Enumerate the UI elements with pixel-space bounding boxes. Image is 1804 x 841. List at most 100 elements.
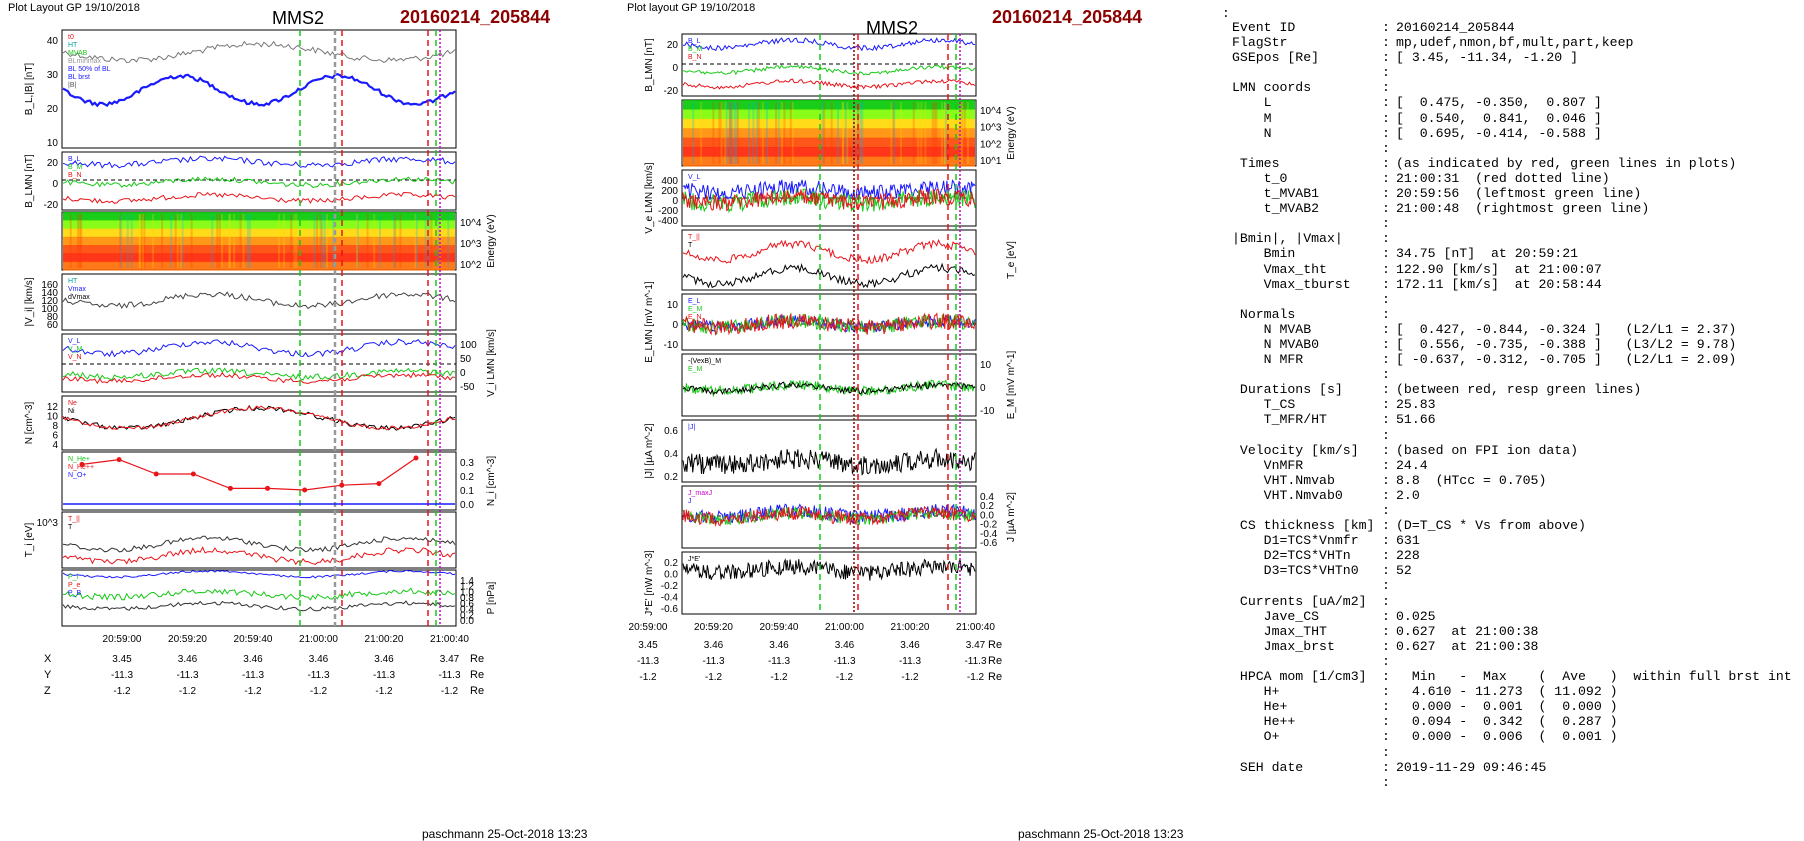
tick-label: 10 [980,360,992,371]
spectrogram-streak [218,214,221,268]
tick-label: 4 [52,440,58,451]
time-tick-label: 20:59:20 [168,634,207,645]
summary-key: D2=TCS*VHTn [1232,548,1351,564]
summary-line: D3=TCS*VHTn0:52 [1232,563,1792,578]
tick-label: 10^2 [980,139,1002,150]
panel-frame [681,419,977,483]
summary-colon: : [1382,608,1390,624]
summary-value: [ 0.695, -0.414, -0.588 ] [1396,125,1602,141]
summary-colon: : [1382,20,1390,35]
series-trace [62,546,456,566]
tick-label: 0.2 [460,610,474,621]
coord-unit: Re [988,639,1002,651]
summary-key: D3=TCS*VHTn0 [1232,563,1359,579]
tick-label: 0.8 [460,593,474,604]
tick-label: 0 [672,196,678,207]
spectrogram-streak [139,214,142,268]
summary-key: t_0 [1232,170,1288,186]
summary-value: [ 0.556, -0.735, -0.388 ] (L3/L2 = 9.78) [1396,336,1737,352]
summary-line: : [1232,428,1792,443]
time-tick-label: 20:59:20 [694,622,733,633]
summary-line: VnMFR:24.4 [1232,458,1792,473]
coord-value: 3.46 [769,640,789,651]
summary-key: N [1232,125,1272,141]
spectrogram-streak [944,102,947,164]
spectrogram-streak [830,102,833,164]
summary-line: : [1232,141,1792,156]
spectrogram-streak [775,102,778,164]
spectrogram-streak [712,102,715,164]
summary-colon: : [1382,201,1390,217]
tick-label: 400 [661,176,678,187]
spectrogram-streak [170,214,173,268]
summary-key: Currents [uA/m2] [1232,593,1367,609]
summary-colon: : [1382,336,1390,352]
summary-key [1232,654,1382,669]
series-trace [682,64,976,76]
summary-key: |Bmin|, |Vmax| [1232,231,1343,247]
series-trace [682,503,976,524]
tick-label: 100 [41,304,58,315]
left-plot-title: MMS2 [272,8,325,28]
coord-value: -1.2 [244,686,262,697]
summary-value: 34.75 [nT] at 20:59:21 [1396,246,1579,262]
series-trace [62,155,456,169]
spectrogram-streak [228,214,231,268]
coord-value: -11.3 [833,656,855,667]
summary-value: 0.627 at 21:00:38 [1396,623,1539,639]
summary-colon: : [1382,774,1390,790]
axis-label: |V_i| [km/s] [24,277,35,326]
spectrogram-streak [366,214,369,268]
time-tick-label: 21:00:40 [956,622,995,633]
tick-label: 60 [47,320,59,331]
he-plus-plus-point [302,487,308,493]
summary-colon: : [1382,684,1390,700]
tick-label: 10^3 [460,239,482,250]
summary-value: (based on FPI ion data) [1396,442,1579,458]
coord-value: 3.46 [704,640,724,651]
summary-colon: : [1382,729,1390,745]
axis-label: J*E' [nW m^-3] [644,550,655,616]
spectrogram-streak [920,102,923,164]
tick-label: -10 [664,340,679,351]
right-panel-4: T_e [eV] T_||T [681,229,1017,291]
coord-value: 3.47 [966,640,986,651]
tick-label: 40 [47,36,59,47]
spectrogram-streak [77,214,80,268]
summary-line: Durations [s]: (between red, resp green l… [1232,382,1792,397]
summary-line: Vmax_tburst:172.11 [km/s] at 20:58:44 [1232,277,1792,292]
summary-line: VHT.Nmvab0:2.0 [1232,488,1792,503]
spectrogram-streak [846,102,849,164]
spectrogram-streak [325,214,328,268]
summary-value: (D=T_CS * Vs from above) [1396,518,1586,534]
spectrogram-streak [393,214,396,268]
time-tick-label: 20:59:40 [760,622,799,633]
right-panel-1: 20 0 -20 B_LMN [nT] B_LB_MB_N [644,33,977,97]
spectrogram-streak [777,102,780,164]
summary-line: GSEpos [Re]: [ 3.45, -11.34, -1.20 ] [1232,50,1792,65]
coord-value: -11.3 [176,670,198,681]
left-plot-footer: paschmann 25-Oct-2018 13:23 [422,827,588,841]
summary-key: LMN coords [1232,80,1312,96]
series-trace [682,505,976,527]
summary-colon: : [1382,291,1390,307]
spectrogram-streak [692,102,695,164]
coord-value: -11.3 [373,670,395,681]
summary-colon: : [1382,276,1390,292]
spectrogram-streak [859,102,862,164]
summary-key: SEH date [1232,759,1304,775]
spectrogram-streak [941,102,944,164]
summary-colon: : [1382,321,1390,337]
summary-key: D1=TCS*Vnmfr [1232,533,1359,549]
summary-value: 172.11 [km/s] at 20:58:44 [1396,276,1602,292]
coord-value: 3.46 [243,654,263,665]
spectrogram-streak [180,214,183,268]
spectrogram-streak [283,214,286,268]
summary-colon: : [1382,503,1390,518]
summary-key: Bmin [1232,246,1296,262]
spectrogram-streak [733,102,736,164]
spectrogram-streak [917,102,920,164]
summary-line: D1=TCS*Vnmfr:631 [1232,533,1792,548]
